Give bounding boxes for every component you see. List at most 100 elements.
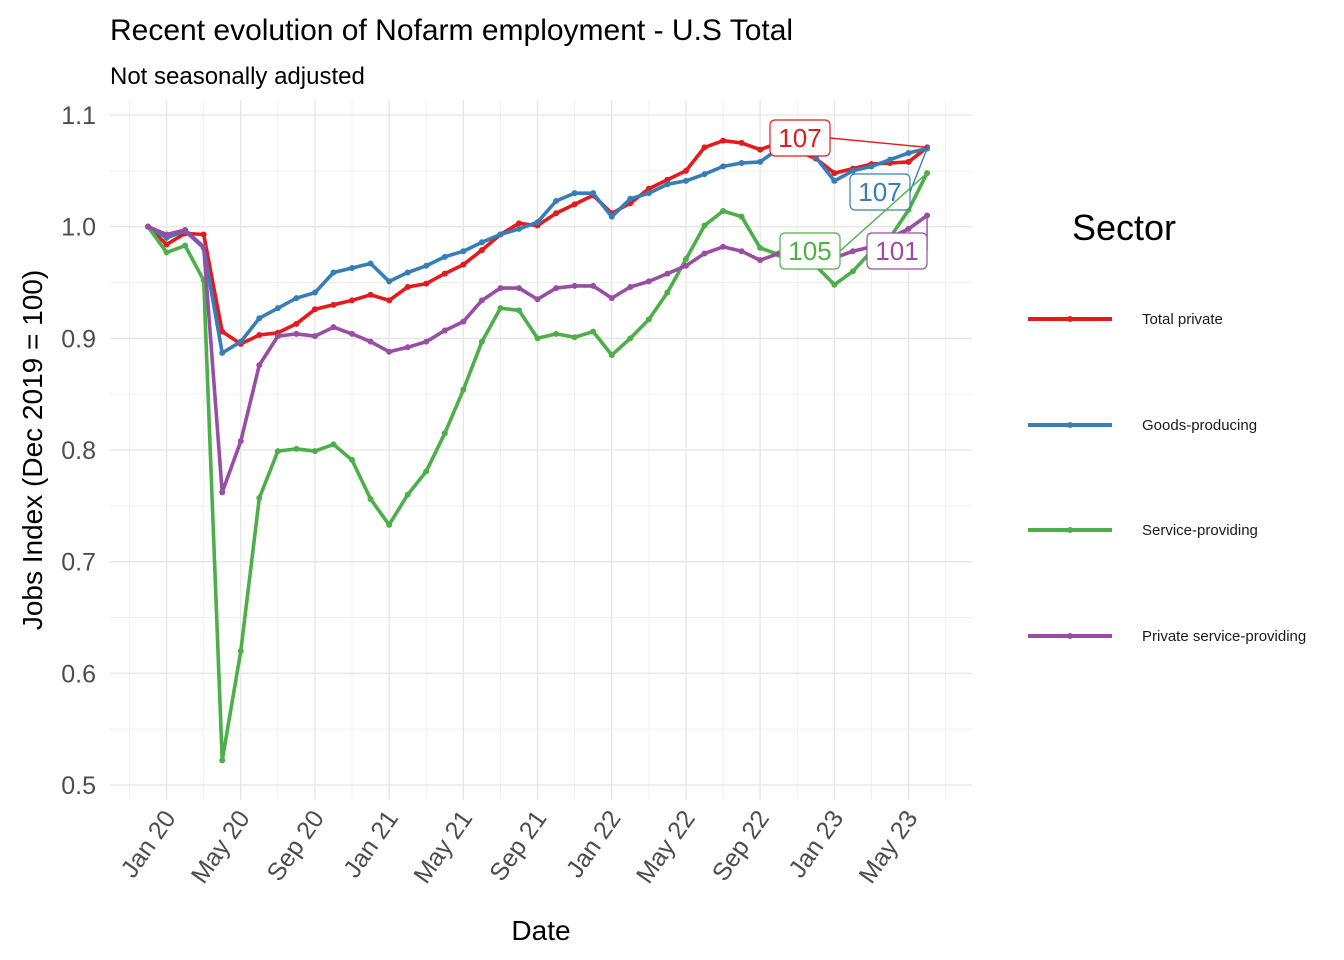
data-point	[182, 227, 189, 234]
data-point	[701, 144, 708, 151]
end-label-text: 107	[778, 123, 821, 153]
data-point	[460, 261, 467, 268]
data-point	[404, 269, 411, 276]
legend-key-point	[1067, 527, 1073, 533]
data-point	[386, 297, 393, 304]
x-tick-label: May 20	[186, 805, 256, 888]
data-point	[367, 260, 374, 267]
legend: Total private Goods-producing Service-prov…	[1028, 311, 1306, 645]
data-point	[720, 243, 727, 250]
data-point	[219, 757, 226, 764]
data-point	[738, 213, 745, 220]
data-point	[497, 231, 504, 238]
data-point	[330, 269, 337, 276]
end-label-text: 105	[788, 236, 831, 266]
data-point	[757, 146, 764, 153]
x-tick-label: May 21	[408, 805, 478, 888]
data-point	[200, 231, 207, 238]
legend-label: Total private	[1142, 311, 1223, 328]
data-point	[738, 139, 745, 146]
chart-subtitle: Not seasonally adjusted	[110, 63, 365, 90]
data-point	[460, 248, 467, 255]
data-point	[293, 295, 300, 302]
data-point	[534, 296, 541, 303]
end-label-box	[769, 119, 831, 157]
y-tick-label: 1.0	[61, 214, 96, 242]
data-point	[608, 213, 615, 220]
x-axis-label: Date	[511, 915, 570, 946]
data-point	[571, 282, 578, 289]
data-point	[311, 289, 318, 296]
data-point	[423, 338, 430, 345]
data-point	[905, 149, 912, 156]
legend-title: Sector	[1072, 207, 1176, 248]
data-point	[478, 247, 485, 254]
data-point	[441, 270, 448, 277]
data-point	[349, 297, 356, 304]
data-point	[163, 241, 170, 248]
data-point	[256, 315, 263, 322]
legend-key-point	[1067, 422, 1073, 428]
y-axis-ticks: 0.5 0.6 0.7 0.8 0.9 1.0 1.1	[61, 102, 96, 800]
x-tick-label: May 23	[854, 805, 924, 888]
data-point	[553, 330, 560, 337]
data-point	[571, 334, 578, 341]
end-label-box	[866, 232, 928, 270]
data-point	[553, 197, 560, 204]
data-point	[645, 190, 652, 197]
legend-label: Private service-providing	[1142, 628, 1306, 645]
y-tick-label: 0.5	[61, 772, 96, 800]
y-tick-label: 0.6	[61, 660, 96, 688]
end-label-leader	[909, 148, 928, 193]
data-point	[478, 338, 485, 345]
data-point	[682, 256, 689, 263]
y-tick-label: 0.7	[61, 549, 96, 577]
data-point	[516, 220, 522, 227]
data-point	[701, 250, 708, 257]
data-point	[274, 305, 281, 312]
data-point	[219, 489, 226, 496]
data-point	[349, 330, 356, 337]
data-point	[664, 289, 671, 296]
data-point	[849, 167, 856, 174]
data-point	[497, 285, 504, 292]
data-point	[757, 257, 764, 264]
x-tick-label: Jan 21	[338, 805, 404, 883]
end-label-leader	[829, 137, 928, 149]
data-point	[478, 239, 485, 246]
data-point	[256, 331, 263, 338]
data-point	[831, 281, 838, 288]
data-point	[237, 338, 244, 345]
data-point	[367, 338, 374, 345]
data-point	[701, 222, 708, 229]
data-point	[237, 648, 244, 654]
data-point	[627, 335, 634, 342]
data-point	[831, 170, 838, 177]
data-point	[868, 163, 875, 170]
data-point	[237, 438, 244, 445]
data-point	[720, 137, 727, 144]
data-point	[571, 190, 578, 197]
data-point	[516, 307, 522, 314]
data-point	[423, 468, 430, 475]
end-label-box	[779, 232, 841, 270]
data-point	[386, 278, 393, 285]
data-point	[534, 335, 541, 342]
data-point	[293, 445, 300, 452]
data-point	[682, 262, 689, 269]
data-point	[682, 167, 689, 174]
data-point	[849, 268, 856, 275]
data-point	[645, 278, 652, 285]
y-tick-label: 0.8	[61, 437, 96, 465]
data-point	[720, 208, 727, 215]
data-point	[590, 328, 597, 335]
data-point	[460, 318, 467, 325]
x-tick-label: Sep 21	[484, 805, 552, 886]
x-axis-ticks: Jan 20 May 20 Sep 20 Jan 21 May 21 Sep 21 Jan …	[115, 805, 923, 888]
x-tick-label: Jan 20	[115, 805, 181, 883]
data-point	[887, 156, 893, 163]
data-point	[367, 291, 374, 298]
data-point	[905, 158, 912, 165]
y-axis-label: Jobs Index (Dec 2019 = 100)	[17, 270, 48, 630]
data-point	[349, 264, 356, 271]
